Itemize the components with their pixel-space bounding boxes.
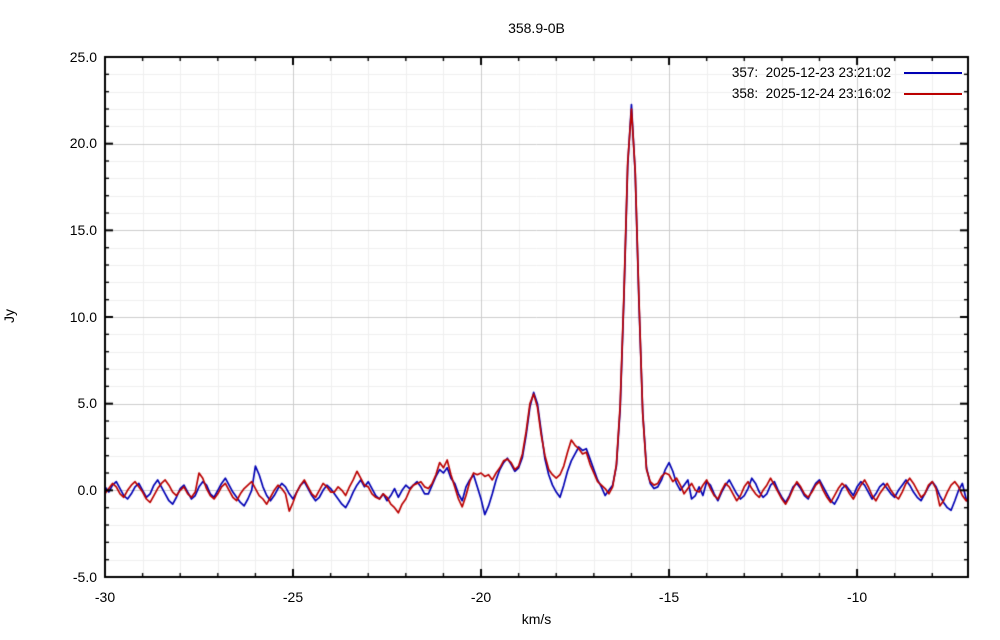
x-tick-label: -10 xyxy=(846,589,868,605)
x-axis-label: km/s xyxy=(521,611,552,627)
y-tick-label: 15.0 xyxy=(69,221,97,238)
plot-title: 358.9-0B xyxy=(508,20,565,36)
x-tick-label: -30 xyxy=(94,589,116,605)
legend-entry-357: 357: 2025-12-23 23:21:02 xyxy=(732,62,962,83)
x-tick-label: -15 xyxy=(658,589,680,605)
y-axis-label: Jy xyxy=(1,309,17,323)
y-tick-label: 20.0 xyxy=(69,135,97,152)
legend-entry-358: 358: 2025-12-24 23:16:02 xyxy=(732,83,962,104)
y-tick-label: 5.0 xyxy=(77,395,97,412)
legend: 357: 2025-12-23 23:21:02 358: 2025-12-24… xyxy=(732,62,962,104)
legend-label-357: 357: 2025-12-23 23:21:02 xyxy=(731,65,891,80)
y-tick-label: 25.0 xyxy=(69,48,97,65)
y-tick-label: 0.0 xyxy=(77,481,97,498)
y-tick-label: 10.0 xyxy=(69,308,97,325)
legend-line-sample-357 xyxy=(904,71,962,74)
x-tick-label: -25 xyxy=(282,589,304,605)
x-tick-label: -20 xyxy=(470,589,492,605)
y-tick-label: -5.0 xyxy=(72,568,97,585)
legend-label-358: 358: 2025-12-24 23:16:02 xyxy=(731,86,891,101)
legend-line-sample-358 xyxy=(904,92,962,95)
